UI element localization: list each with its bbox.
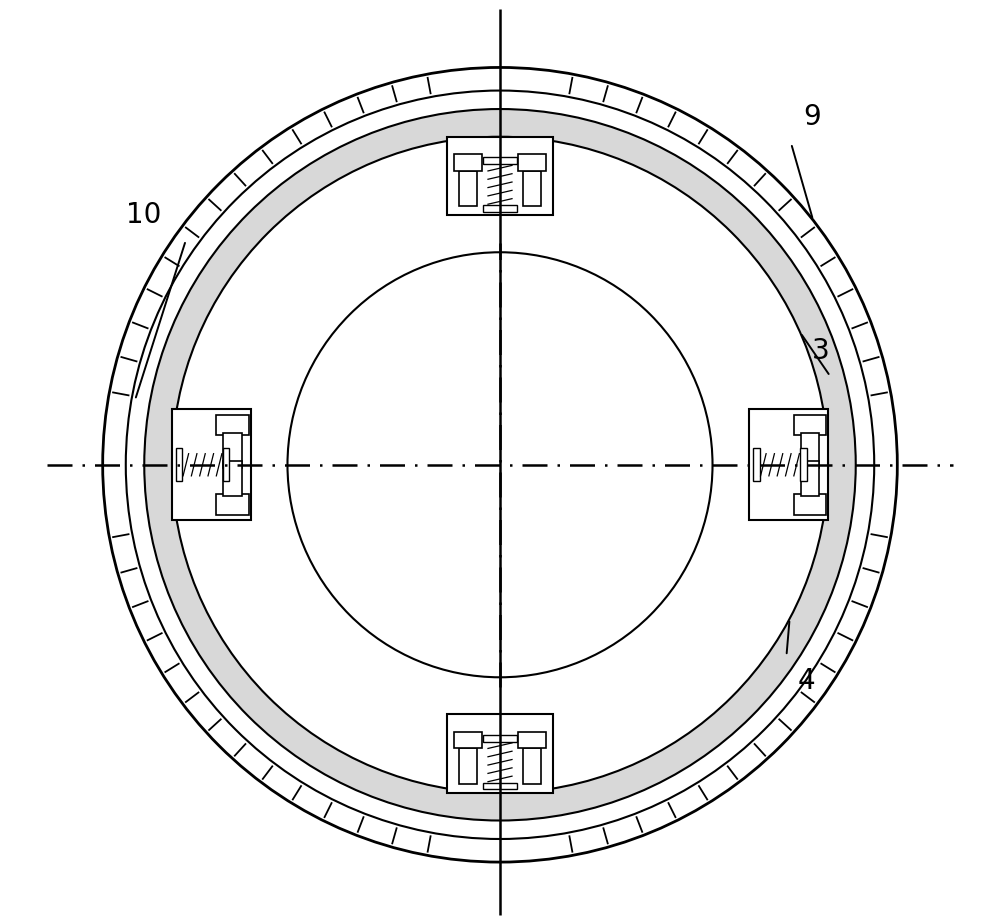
Text: 10: 10 [126, 201, 161, 229]
Text: 4: 4 [798, 667, 815, 695]
Bar [447, 137, 553, 215]
Bar [483, 735, 517, 742]
Bar [523, 748, 541, 784]
Bar [794, 415, 826, 435]
Bar [518, 732, 546, 748]
Bar [749, 409, 828, 520]
Bar [483, 783, 517, 789]
Bar [216, 415, 249, 435]
Bar [454, 732, 482, 748]
Text: 3: 3 [812, 337, 830, 365]
Bar [523, 171, 541, 206]
Polygon shape [144, 109, 856, 821]
Bar [483, 157, 517, 164]
Bar [801, 461, 819, 496]
Bar [794, 494, 826, 515]
Bar [176, 448, 182, 481]
Bar [753, 448, 760, 481]
Bar [483, 205, 517, 212]
Text: 9: 9 [803, 103, 821, 131]
Bar [459, 171, 477, 206]
Bar [223, 448, 229, 481]
Bar [459, 748, 477, 784]
Bar [454, 154, 482, 171]
Bar [216, 494, 249, 515]
Bar [223, 433, 242, 468]
Bar [223, 461, 242, 496]
Bar [800, 448, 807, 481]
Bar [801, 433, 819, 468]
Bar [447, 714, 553, 793]
Bar [518, 154, 546, 171]
Bar [172, 409, 251, 520]
